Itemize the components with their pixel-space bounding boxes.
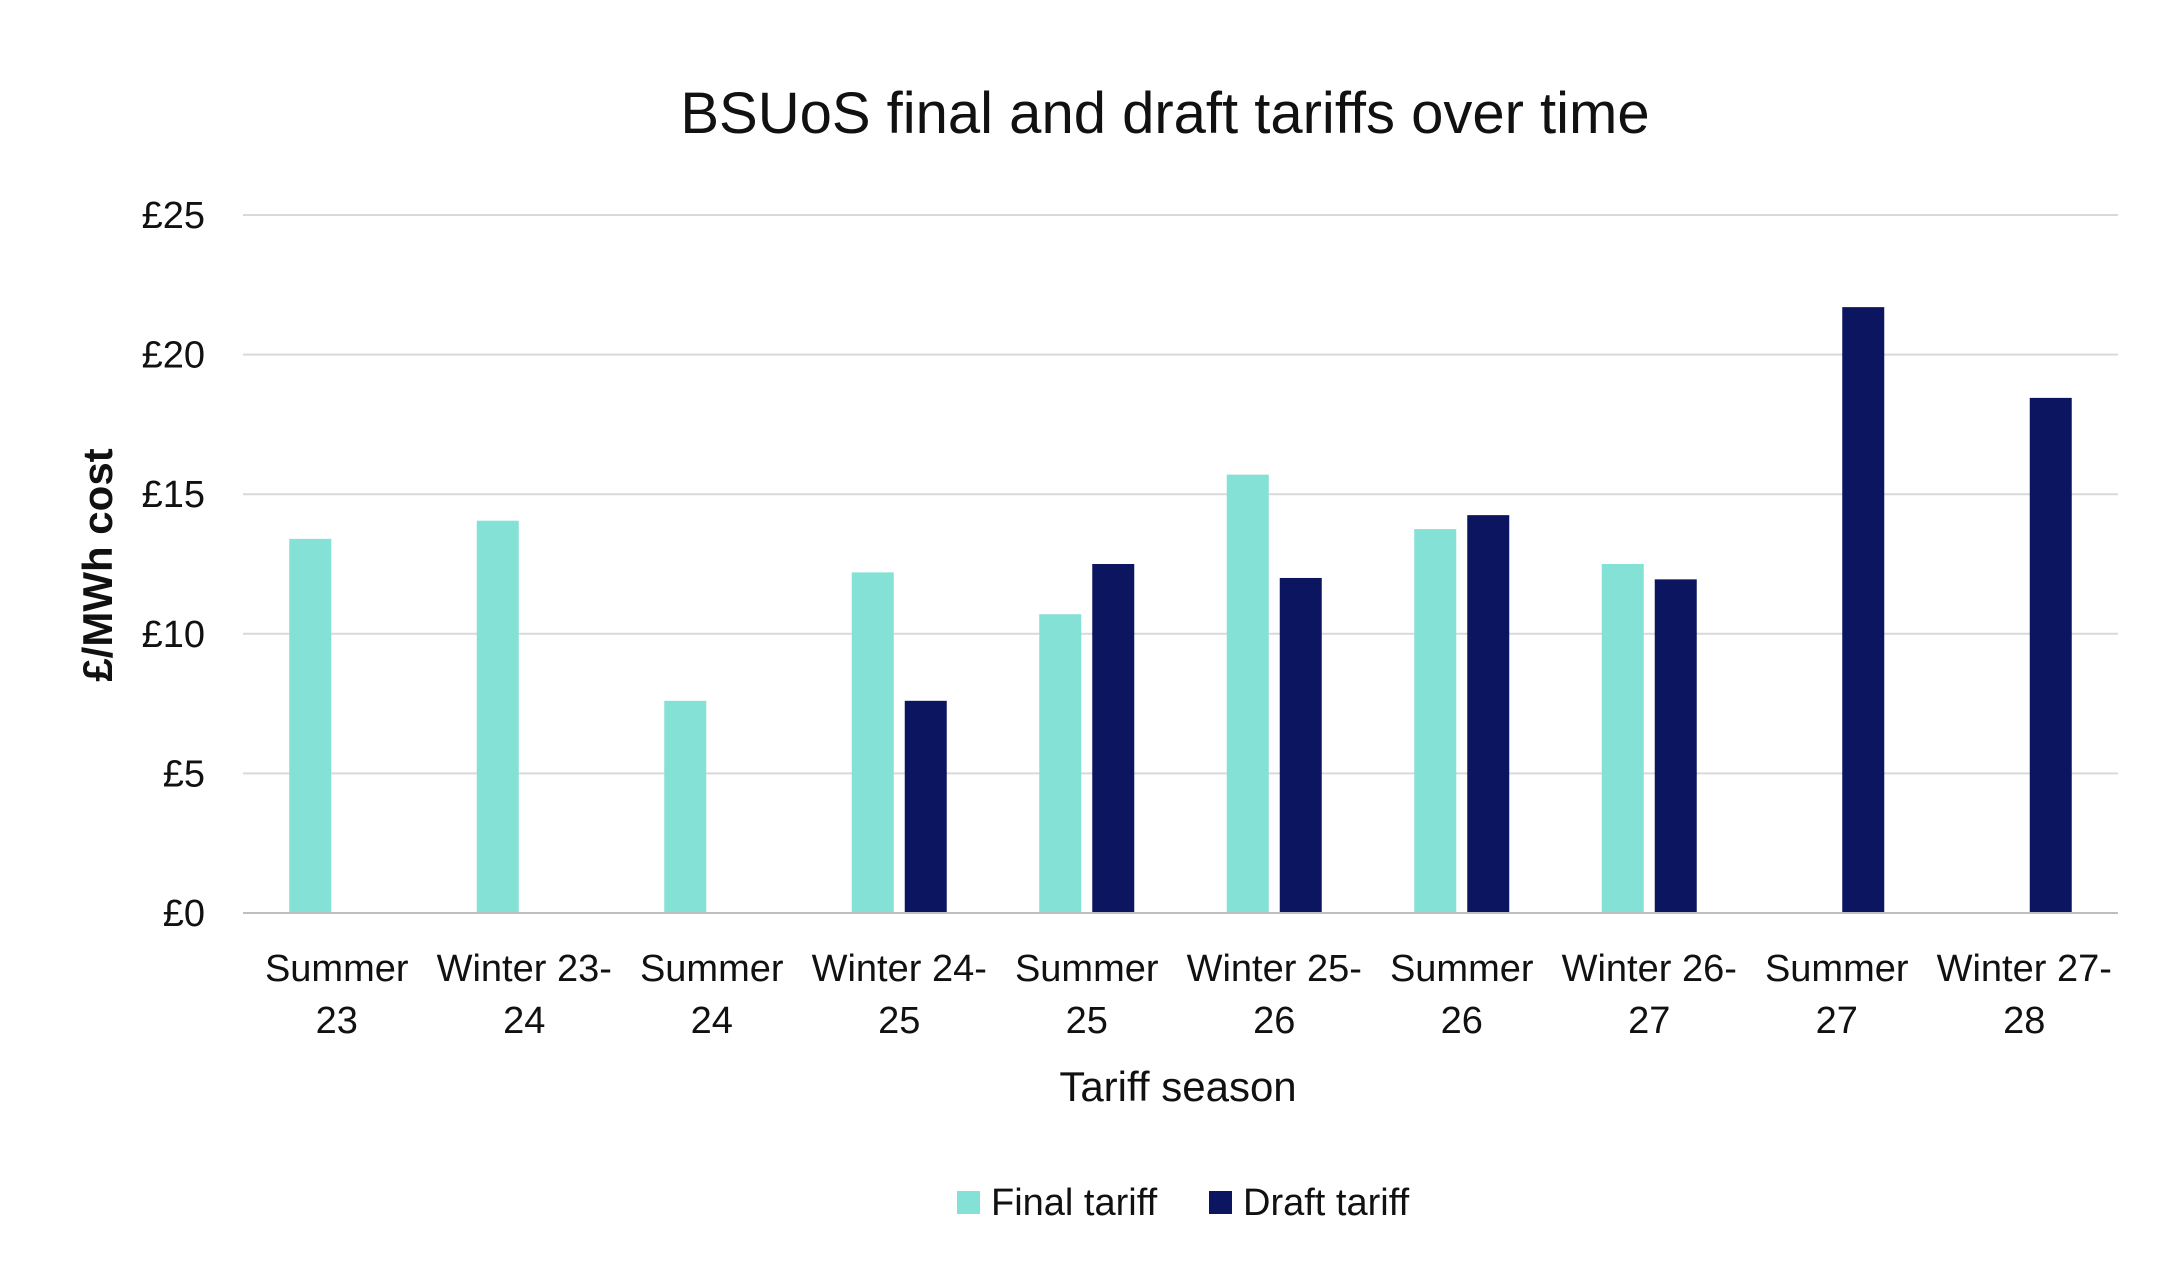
x-tick-label: 25: [878, 1000, 920, 1042]
x-tick-label: 27: [1816, 1000, 1858, 1042]
draft-tariff-bar: [1842, 307, 1885, 913]
y-tick-label: £5: [163, 753, 205, 795]
x-tick-label: 24: [691, 1000, 733, 1042]
x-tick-label: 25: [1066, 1000, 1108, 1042]
x-tick-label: 23: [316, 1000, 358, 1042]
x-tick-label: Winter 23-: [437, 948, 612, 990]
y-tick-label: £15: [142, 474, 205, 516]
x-axis-title: Tariff season: [1059, 1063, 1296, 1110]
legend-label-draft: Draft tariff: [1243, 1182, 1410, 1224]
y-axis-tick-labels: £0 £5 £10 £15 £20 £25: [142, 195, 205, 935]
draft-tariff-bar: [2029, 397, 2072, 914]
x-tick-label: 28: [2003, 1000, 2045, 1042]
chart-title: BSUoS final and draft tariffs over time: [680, 81, 1649, 146]
legend: Final tariff Draft tariff: [957, 1182, 1410, 1224]
x-tick-label: Summer: [1390, 948, 1534, 990]
x-tick-label: Summer: [640, 948, 784, 990]
gridlines: [243, 214, 2118, 775]
x-tick-label: Winter 26-: [1562, 948, 1737, 990]
x-tick-label: Winter 24-: [812, 948, 987, 990]
final-tariff-bar: [476, 520, 519, 913]
x-tick-label: Winter 25-: [1187, 948, 1362, 990]
x-tick-label: Summer: [1015, 948, 1159, 990]
draft-tariff-bar: [1279, 577, 1322, 913]
final-tariff-bar: [1039, 614, 1082, 913]
legend-swatch-draft: [1209, 1191, 1232, 1214]
x-tick-label: Winter 27-: [1937, 948, 2112, 990]
y-axis-title: £/MWh cost: [74, 448, 121, 681]
x-tick-label: Summer: [1765, 948, 1909, 990]
y-tick-label: £25: [142, 195, 205, 237]
y-tick-label: £0: [163, 893, 205, 935]
y-tick-label: £20: [142, 335, 205, 377]
x-tick-label: 26: [1441, 1000, 1483, 1042]
legend-swatch-final: [957, 1191, 980, 1214]
x-tick-label: Summer: [265, 948, 409, 990]
final-tariff-bar: [851, 572, 894, 913]
draft-tariff-bar: [1092, 564, 1135, 913]
final-tariff-bar: [1226, 474, 1269, 913]
draft-tariff-bar: [1467, 515, 1510, 913]
final-tariff-bar: [1414, 529, 1457, 913]
x-tick-label: 26: [1253, 1000, 1295, 1042]
draft-tariff-bar: [904, 700, 947, 913]
bars: [289, 307, 2072, 914]
final-tariff-bar: [289, 538, 332, 913]
draft-tariff-bar: [1654, 579, 1697, 913]
final-tariff-bar: [664, 700, 707, 913]
y-tick-label: £10: [142, 614, 205, 656]
x-tick-label: 27: [1628, 1000, 1670, 1042]
legend-label-final: Final tariff: [991, 1182, 1158, 1224]
final-tariff-bar: [1601, 564, 1644, 913]
x-axis-tick-labels: Summer 23 Winter 23- 24 Summer 24 Winter 24- 25…: [265, 948, 2112, 1042]
x-tick-label: 24: [503, 1000, 545, 1042]
